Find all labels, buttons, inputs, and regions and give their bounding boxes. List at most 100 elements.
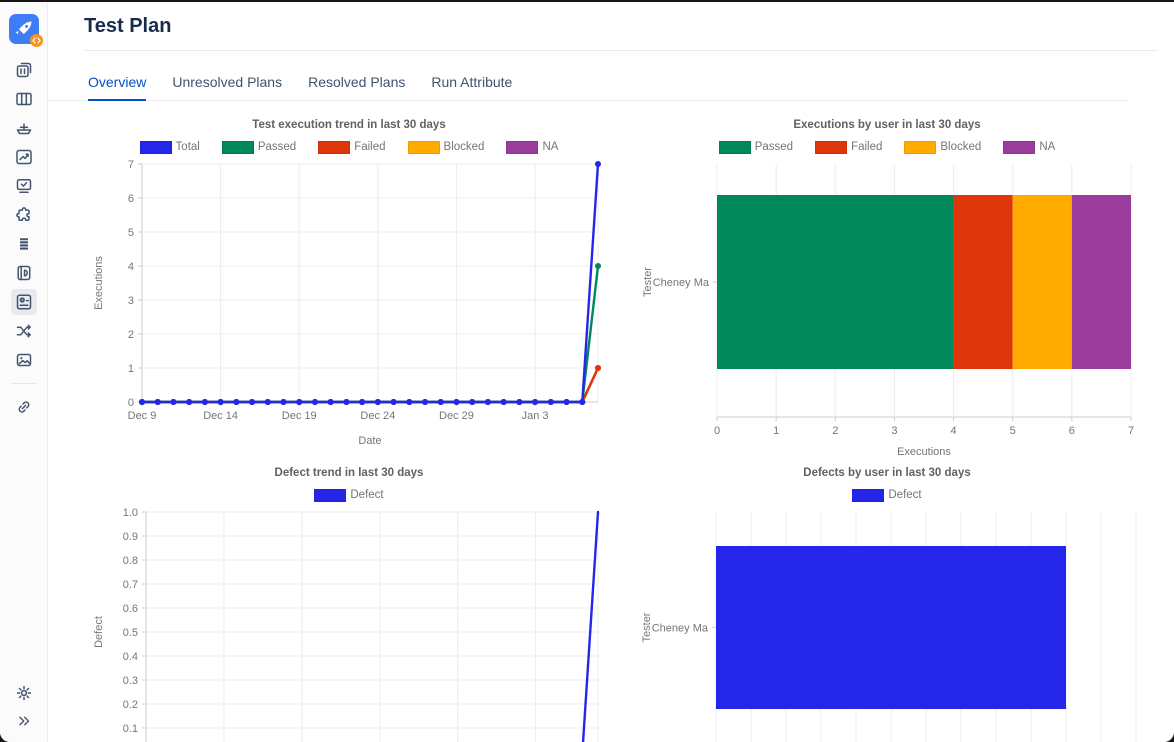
legend-item[interactable]: Defect [852, 488, 922, 502]
tab-run-attribute[interactable]: Run Attribute [431, 74, 513, 90]
ship-icon [16, 123, 31, 135]
svg-text:Executions: Executions [897, 446, 951, 458]
shuffle-icon [16, 324, 31, 338]
sidebar-item-releases[interactable] [11, 115, 37, 141]
svg-text:0.3: 0.3 [123, 675, 138, 687]
svg-text:4: 4 [951, 425, 957, 437]
legend-label: Passed [257, 141, 297, 153]
svg-text:0.9: 0.9 [123, 531, 138, 543]
svg-text:7: 7 [1128, 425, 1134, 437]
list-icon [19, 238, 28, 250]
legend-item[interactable]: Blocked [407, 140, 484, 154]
sidebar-item-assets[interactable] [11, 347, 37, 373]
svg-text:Dec 29: Dec 29 [439, 410, 474, 422]
legend-label: Blocked [940, 141, 982, 153]
svg-text:Cheney Ma: Cheney Ma [653, 277, 710, 289]
header-divider [84, 50, 1158, 51]
sidebar-item-boards[interactable] [11, 57, 37, 83]
legend-item[interactable]: Defect [314, 488, 384, 502]
legend-item[interactable]: Passed [718, 140, 794, 154]
sidebar-nav [10, 57, 37, 420]
legend-item[interactable]: Failed [318, 140, 386, 154]
chart-executions-by-user: Executions by user in last 30 days Passe… [626, 119, 1148, 461]
legend-swatch [221, 140, 254, 154]
svg-text:Defect: Defect [93, 616, 105, 648]
page-header: Test Plan [48, 2, 1174, 50]
svg-text:2: 2 [832, 425, 838, 437]
legend-swatch [718, 140, 751, 154]
double-chevron-right-icon [18, 716, 29, 726]
main-content: Test Plan Overview Unresolved Plans Reso… [48, 2, 1174, 742]
svg-text:5: 5 [1010, 425, 1016, 437]
sidebar-item-test-runs[interactable] [11, 260, 37, 286]
svg-text:3: 3 [128, 295, 134, 307]
link-icon [18, 401, 29, 413]
expand-sidebar-button[interactable] [11, 708, 37, 734]
legend-swatch [904, 140, 937, 154]
legend-item[interactable]: Failed [815, 140, 883, 154]
legend-swatch [506, 140, 539, 154]
svg-text:0.4: 0.4 [123, 651, 138, 663]
legend-label: Total [175, 141, 200, 153]
svg-text:6: 6 [1069, 425, 1075, 437]
sidebar-divider [10, 383, 37, 384]
sidebar-item-test-plans[interactable] [10, 289, 37, 315]
legend-label: Passed [754, 141, 794, 153]
svg-text:4: 4 [128, 261, 134, 273]
sidebar-item-columns[interactable] [11, 86, 37, 112]
sidebar [0, 2, 48, 742]
svg-text:0: 0 [128, 397, 134, 409]
svg-text:Executions: Executions [93, 256, 105, 310]
chart-defect-trend: Defect trend in last 30 days Defect 0.1 0… [88, 467, 610, 742]
svg-text:Tester: Tester [642, 267, 654, 297]
app-logo[interactable] [8, 14, 43, 47]
svg-text:Dec 14: Dec 14 [203, 410, 238, 422]
tab-unresolved-plans[interactable]: Unresolved Plans [172, 74, 283, 90]
svg-text:Dec 19: Dec 19 [282, 410, 317, 422]
trend-chart-icon [15, 149, 32, 165]
code-badge-icon [29, 34, 43, 47]
legend-item[interactable]: NA [506, 140, 558, 154]
page-title: Test Plan [84, 15, 172, 37]
legend-swatch [815, 140, 848, 154]
chart-plot[interactable]: 0 1 2 3 4 5 6 7 Dec 9 Dec 14 Dec 19 Dec 24 Dec 29 Jan… [88, 159, 610, 461]
legend-item[interactable]: NA [1003, 140, 1056, 154]
chart-plot[interactable]: 0.1 0.2 0.3 0.4 0.5 0.6 0.7 0.8 0.9 1.0 Defect [88, 507, 610, 742]
legend-label: Defect [888, 489, 922, 501]
sidebar-item-traceability[interactable] [11, 318, 37, 344]
legend-swatch [318, 140, 351, 154]
chart-defects-by-user: Defects by user in last 30 days Defect C… [626, 467, 1148, 742]
legend-swatch [852, 488, 885, 502]
chart-legend: Total Passed Failed Blocked NA [139, 140, 558, 154]
settings-button[interactable] [11, 680, 37, 706]
tab-overview[interactable]: Overview [88, 74, 147, 101]
svg-text:0: 0 [714, 425, 720, 437]
sidebar-item-test-library[interactable] [11, 231, 37, 257]
svg-text:0.5: 0.5 [123, 627, 138, 639]
chart-title: Defect trend in last 30 days [274, 467, 424, 479]
sidebar-item-link[interactable] [11, 394, 37, 420]
sidebar-item-test-executions[interactable] [11, 173, 37, 199]
sidebar-item-integrations[interactable] [11, 202, 37, 228]
svg-text:0.2: 0.2 [123, 699, 138, 711]
boards-icon [16, 62, 31, 78]
tab-resolved-plans[interactable]: Resolved Plans [308, 74, 406, 90]
chart-legend: Defect [314, 488, 384, 502]
chart-title: Test execution trend in last 30 days [252, 119, 446, 131]
legend-label: Failed [851, 141, 883, 153]
legend-item[interactable]: Total [139, 140, 200, 154]
legend-label: NA [1039, 141, 1056, 153]
charts-grid: Test execution trend in last 30 days Tot… [48, 101, 1174, 742]
puzzle-icon [15, 207, 30, 222]
sidebar-item-reports[interactable] [11, 144, 37, 170]
image-icon [16, 353, 31, 367]
legend-item[interactable]: Passed [221, 140, 297, 154]
sidebar-bottom [11, 680, 37, 742]
svg-text:0.8: 0.8 [123, 555, 138, 567]
legend-swatch [407, 140, 440, 154]
legend-item[interactable]: Blocked [904, 140, 982, 154]
columns-icon [15, 92, 32, 106]
